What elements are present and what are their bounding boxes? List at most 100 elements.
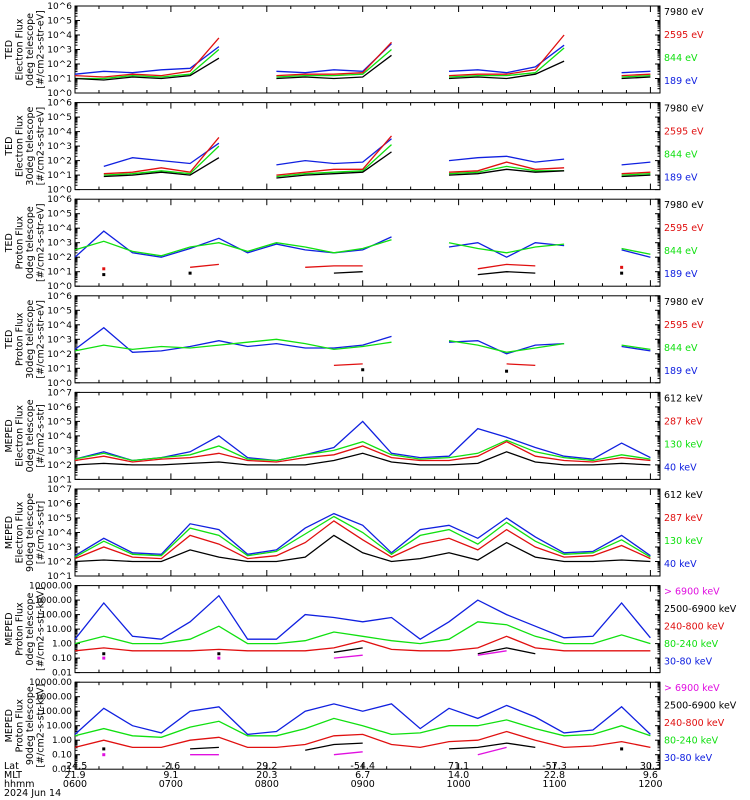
panel-frame — [74, 488, 661, 577]
y-axis-label-line: [#/cm2-s-str-keV] — [36, 587, 47, 671]
y-tick-label: 10^6 — [47, 292, 72, 302]
series-point-red — [620, 265, 624, 269]
series-line-blue — [74, 594, 651, 640]
x-tick-label-mlt: 6.7 — [355, 770, 370, 781]
y-axis-label-line: TED — [4, 233, 15, 253]
series-line-black — [621, 174, 651, 178]
series-point-black — [188, 271, 192, 275]
panel-4: 10^0 10^1 10^2 10^3 10^4 10^5 10^6 TED Proton Fl… — [4, 292, 704, 389]
legend-entry: 40 keV — [664, 462, 697, 473]
x-tick-label-time: 0700 — [159, 779, 183, 790]
y-tick-label: 10^4 — [47, 432, 72, 442]
y-axis-label-line: TED — [4, 40, 15, 60]
y-tick-label: 10^6 — [47, 195, 72, 205]
series-line-black — [190, 746, 219, 750]
y-axis-label-line: [#/cm2-s-str-eV] — [36, 300, 47, 379]
y-axis-label-line: Electron Flux — [15, 115, 26, 177]
y-axis-label-line: [#/cm2-s-str-eV] — [36, 203, 47, 282]
x-tick-label-lat: -24.5 — [63, 761, 88, 772]
series-line-black — [74, 534, 651, 563]
y-axis-label-line: Electron Flux — [15, 18, 26, 80]
y-tick-label: 1.00 — [52, 736, 72, 746]
y-tick-label: 10^5 — [47, 113, 72, 123]
series-line-black — [448, 60, 565, 80]
y-tick-label: 10^3 — [47, 46, 72, 56]
series-point-red — [102, 267, 106, 271]
legend-entry: 7980 eV — [664, 297, 704, 308]
series-line-magenta — [333, 654, 363, 659]
series-line-green — [74, 439, 651, 462]
y-tick-label: 10^2 — [47, 558, 72, 568]
series-line-red — [506, 363, 536, 367]
panel-2: 10^0 10^1 10^2 10^3 10^4 10^5 10^6 TED Electron … — [4, 99, 704, 196]
series-line-black — [477, 647, 536, 655]
y-tick-label: 10^5 — [47, 417, 72, 427]
y-tick-label: 10^6 — [47, 403, 72, 413]
series-line-blue — [74, 230, 392, 258]
y-tick-label: 10^4 — [47, 529, 72, 539]
series-line-red — [190, 263, 219, 268]
series-line-green — [621, 247, 651, 255]
panel-frame — [74, 198, 661, 287]
y-axis-label-line: 90deg telescope — [25, 686, 36, 765]
y-tick-label: 10^5 — [47, 514, 72, 524]
y-tick-label: 10^1 — [47, 171, 72, 181]
y-axis-label-line: TED — [4, 330, 15, 350]
legend-entry: 844 eV — [664, 343, 698, 354]
series-point-black — [620, 271, 624, 275]
y-tick-label: 10^2 — [47, 461, 72, 471]
legend-entry: 287 keV — [664, 513, 703, 524]
y-tick-label: 10^5 — [47, 17, 72, 27]
y-tick-label: 10^5 — [47, 306, 72, 316]
x-tick-label-time: 1100 — [542, 779, 566, 790]
series-line-green — [74, 621, 651, 645]
x-tick-label-mlt: 9.6 — [643, 770, 658, 781]
series-line-blue — [74, 512, 651, 557]
y-axis-label-line: Proton Flux — [15, 216, 26, 270]
y-tick-label: 10^4 — [47, 31, 72, 41]
legend-entry: > 6900 keV — [664, 683, 720, 694]
legend-entry: 30-80 keV — [664, 753, 713, 764]
y-tick-label: 0.01 — [52, 669, 72, 679]
x-row-label-hhmm: hhmm — [4, 779, 35, 790]
y-axis-label-line: [#/cm2-s-str] — [36, 404, 47, 467]
y-axis-label-line: [#/cm2-s-str-eV] — [36, 10, 47, 89]
panel-7: 0.01 0.10 1.00 10.00 100.00 1000.00 10000.00 ME… — [4, 582, 737, 679]
y-axis-label-line: TED — [4, 137, 15, 157]
series-line-black — [305, 742, 363, 751]
y-tick-label: 10^1 — [47, 572, 72, 582]
legend-entry: 189 eV — [664, 76, 698, 87]
series-line-green — [448, 47, 565, 78]
series-line-blue — [448, 155, 565, 163]
legend-entry: 2595 eV — [664, 320, 704, 331]
series-line-red — [74, 520, 651, 560]
series-line-green — [621, 173, 651, 176]
y-tick-label: 100.00 — [41, 707, 73, 717]
legend-entry: > 6900 keV — [664, 587, 720, 598]
x-tick-label-mlt: 9.1 — [163, 770, 178, 781]
legend-entry: 2595 eV — [664, 127, 704, 138]
legend-entry: 612 keV — [664, 490, 703, 501]
series-line-red — [74, 730, 651, 749]
y-tick-label: 10^3 — [47, 446, 72, 456]
series-line-black — [276, 151, 392, 179]
y-tick-label: 10^4 — [47, 128, 72, 138]
y-tick-label: 10^3 — [47, 239, 72, 249]
series-line-green — [74, 338, 392, 352]
panel-6: 10^1 10^2 10^3 10^4 10^5 10^6 10^7 MEPED Electro… — [4, 485, 703, 582]
y-tick-label: 10^1 — [47, 364, 72, 374]
x-tick-label-lat: -57.3 — [542, 761, 567, 772]
y-tick-label: 1.00 — [52, 640, 72, 650]
series-line-red — [477, 263, 536, 270]
series-line-green — [74, 239, 392, 257]
legend-entry: 844 eV — [664, 150, 698, 161]
y-tick-label: 1000.00 — [35, 596, 72, 606]
series-line-blue — [621, 345, 651, 352]
series-line-blue — [448, 44, 565, 74]
series-point-black — [620, 747, 624, 751]
panel-5: 10^1 10^2 10^3 10^4 10^5 10^6 10^7 MEPED Electro… — [4, 388, 703, 485]
x-tick-label-mlt: 14.0 — [448, 770, 469, 781]
legend-entry: 130 keV — [664, 536, 703, 547]
series-point-black — [361, 368, 365, 372]
series-line-green — [448, 165, 565, 175]
